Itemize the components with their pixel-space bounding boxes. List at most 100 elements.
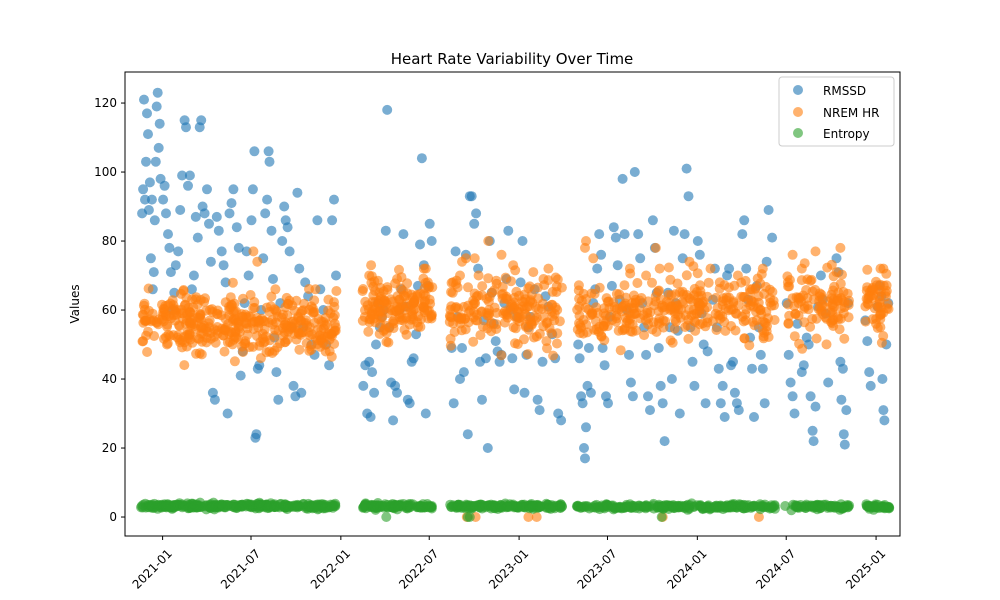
legend-box xyxy=(778,76,895,147)
data-point xyxy=(272,311,283,322)
data-point xyxy=(194,313,205,324)
data-point xyxy=(517,236,528,246)
data-point xyxy=(286,323,297,334)
data-point xyxy=(656,512,667,522)
y-tick-label: 80 xyxy=(102,234,117,248)
data-point xyxy=(647,215,658,226)
legend: RMSSD NREM HR Entropy xyxy=(778,76,895,147)
data-point xyxy=(175,205,186,215)
data-point xyxy=(650,242,661,253)
data-point xyxy=(366,260,377,271)
data-point xyxy=(254,317,265,328)
data-point xyxy=(589,500,600,511)
data-point xyxy=(745,284,755,295)
data-point xyxy=(594,282,605,293)
data-point xyxy=(690,325,701,336)
data-point xyxy=(381,512,392,522)
data-point xyxy=(358,502,369,513)
data-point xyxy=(158,194,169,205)
data-point xyxy=(404,319,415,330)
data-point xyxy=(381,327,392,338)
data-point xyxy=(294,263,305,274)
data-point xyxy=(177,342,188,353)
data-point xyxy=(534,328,545,339)
data-point xyxy=(264,156,275,167)
data-point xyxy=(513,307,524,318)
data-point xyxy=(585,387,596,398)
data-point xyxy=(580,242,590,253)
data-point xyxy=(216,246,227,257)
data-point xyxy=(684,256,695,267)
data-point xyxy=(647,277,657,288)
data-point xyxy=(145,253,156,264)
legend-label-nrem-hr: NREM HR xyxy=(823,106,879,120)
data-point xyxy=(144,177,155,188)
data-point xyxy=(179,332,189,343)
data-point xyxy=(586,308,597,319)
data-point xyxy=(522,349,533,360)
data-point xyxy=(616,306,627,317)
data-point xyxy=(164,242,175,253)
data-point xyxy=(588,253,599,264)
data-point xyxy=(506,299,517,310)
data-point xyxy=(424,218,435,229)
data-point xyxy=(581,294,592,304)
data-point xyxy=(523,283,534,294)
data-point xyxy=(282,222,293,233)
data-point xyxy=(141,156,151,167)
data-point xyxy=(767,232,778,243)
data-point xyxy=(491,307,502,318)
data-point xyxy=(822,502,833,513)
data-point xyxy=(503,225,514,236)
data-point xyxy=(211,211,222,222)
data-point xyxy=(262,194,273,205)
data-point xyxy=(329,194,339,205)
data-point xyxy=(617,173,628,184)
data-point xyxy=(639,501,650,512)
data-point xyxy=(614,289,625,300)
data-point xyxy=(218,260,229,271)
data-point xyxy=(666,374,677,384)
data-point xyxy=(291,500,302,511)
data-point xyxy=(798,290,809,301)
data-point xyxy=(657,398,668,409)
data-point xyxy=(382,104,393,115)
data-point xyxy=(538,274,549,284)
data-point xyxy=(179,300,190,311)
data-point xyxy=(665,305,675,315)
data-point xyxy=(490,336,501,347)
data-point xyxy=(149,331,160,341)
data-point xyxy=(186,315,197,326)
series-entropy xyxy=(136,497,895,522)
data-point xyxy=(552,328,563,339)
data-point xyxy=(460,253,471,264)
data-point xyxy=(836,293,847,304)
data-point xyxy=(807,425,818,436)
y-tick-label: 120 xyxy=(94,96,117,110)
data-point xyxy=(298,327,308,338)
data-point xyxy=(759,398,770,409)
data-point xyxy=(309,307,320,318)
data-point xyxy=(191,292,202,303)
data-point xyxy=(787,391,798,402)
data-point xyxy=(463,282,473,293)
data-point xyxy=(148,267,159,278)
data-point xyxy=(679,229,690,240)
y-tick-label: 40 xyxy=(102,372,117,386)
data-point xyxy=(670,289,681,300)
data-point xyxy=(397,313,408,324)
data-point xyxy=(445,340,456,351)
data-point xyxy=(590,316,601,327)
data-point xyxy=(496,249,507,260)
data-point xyxy=(763,205,774,215)
data-point xyxy=(769,315,780,325)
data-point xyxy=(213,225,224,236)
data-point xyxy=(186,284,197,295)
data-point xyxy=(226,198,237,209)
data-point xyxy=(237,311,247,322)
data-point xyxy=(732,270,743,281)
data-point xyxy=(613,325,624,336)
data-point xyxy=(277,236,288,246)
data-point xyxy=(279,201,290,212)
data-point xyxy=(380,225,391,236)
